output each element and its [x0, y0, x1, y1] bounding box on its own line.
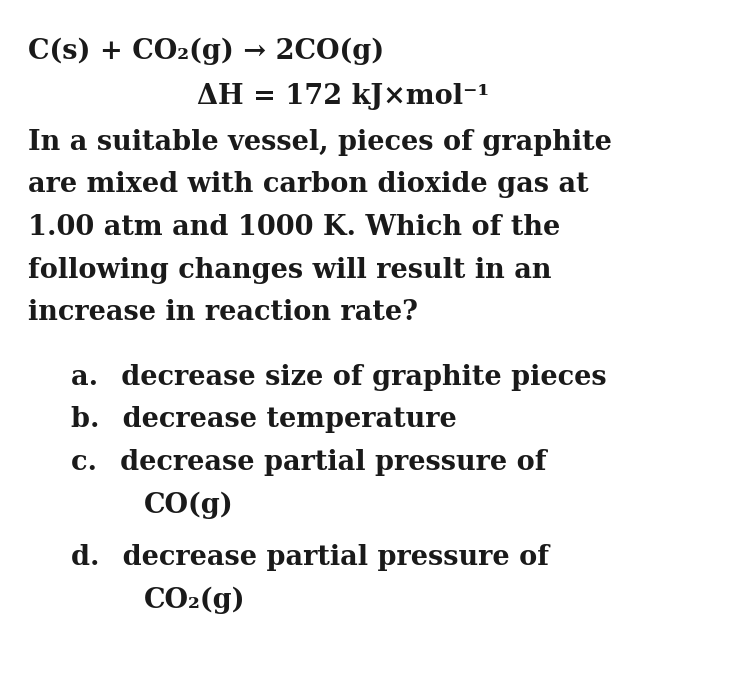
Text: b.  decrease temperature: b. decrease temperature [71, 406, 457, 433]
Text: increase in reaction rate?: increase in reaction rate? [28, 299, 418, 326]
Text: C(s) + CO₂(g) → 2CO(g): C(s) + CO₂(g) → 2CO(g) [28, 37, 384, 64]
Text: d.  decrease partial pressure of: d. decrease partial pressure of [71, 544, 550, 571]
Text: 1.00 atm and 1000 K. Which of the: 1.00 atm and 1000 K. Which of the [28, 214, 560, 241]
Text: ΔH = 172 kJ×mol⁻¹: ΔH = 172 kJ×mol⁻¹ [197, 83, 489, 110]
Text: are mixed with carbon dioxide gas at: are mixed with carbon dioxide gas at [28, 171, 588, 198]
Text: In a suitable vessel, pieces of graphite: In a suitable vessel, pieces of graphite [28, 129, 612, 156]
Text: c.  decrease partial pressure of: c. decrease partial pressure of [71, 449, 547, 476]
Text: CO(g): CO(g) [144, 492, 234, 519]
Text: CO₂(g): CO₂(g) [144, 587, 246, 614]
Text: a.  decrease size of graphite pieces: a. decrease size of graphite pieces [71, 364, 607, 391]
Text: following changes will result in an: following changes will result in an [28, 257, 551, 284]
